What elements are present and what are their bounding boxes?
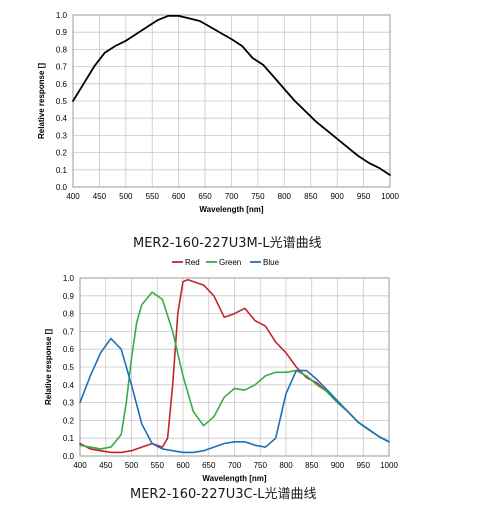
y-axis-label: Relative response []	[44, 329, 53, 405]
y-tick-label: 0.0	[63, 452, 75, 461]
y-tick-label: 0.1	[63, 434, 75, 443]
y-tick-label: 0.9	[56, 28, 68, 37]
x-tick-label: 600	[176, 461, 190, 470]
y-tick-label: 0.4	[56, 114, 68, 123]
y-tick-label: 0.7	[56, 63, 68, 72]
x-tick-label: 450	[99, 461, 113, 470]
series-line-green	[79, 291, 390, 450]
y-tick-label: 0.6	[56, 80, 68, 89]
x-tick-label: 550	[146, 192, 160, 201]
legend-label-blue: Blue	[263, 258, 280, 267]
x-tick-label: 400	[66, 192, 80, 201]
x-tick-label: 700	[228, 461, 242, 470]
y-axis-label: Relative response []	[37, 63, 46, 139]
y-tick-label: 1.0	[63, 274, 75, 283]
y-tick-label: 0.9	[63, 292, 75, 301]
x-tick-label: 400	[73, 461, 87, 470]
x-tick-label: 650	[198, 192, 212, 201]
x-tick-label: 900	[331, 461, 345, 470]
legend-label-red: Red	[185, 258, 200, 267]
x-tick-label: 950	[357, 461, 371, 470]
x-tick-label: 650	[202, 461, 216, 470]
series-line-blue	[79, 337, 390, 454]
x-tick-label: 1000	[380, 461, 398, 470]
mono-spectral-chart: 400 450 500 550 600 650 700 750 800 850 900 950 1000…	[37, 11, 399, 214]
x-tick-label: 750	[251, 192, 265, 201]
x-tick-label: 950	[357, 192, 371, 201]
y-tick-label: 0.5	[56, 97, 68, 106]
x-tick-label: 800	[279, 461, 293, 470]
y-tick-label: 0.8	[56, 45, 68, 54]
x-tick-label: 750	[254, 461, 268, 470]
x-axis-label: Wavelength [nm]	[202, 474, 266, 483]
y-tick-label: 0.6	[63, 345, 75, 354]
x-axis-label: Wavelength [nm]	[199, 205, 263, 214]
x-tick-label: 700	[225, 192, 239, 201]
x-tick-label: 1000	[381, 192, 399, 201]
series-line	[72, 14, 391, 176]
x-tick-label: 500	[119, 192, 133, 201]
y-tick-label: 1.0	[56, 11, 68, 20]
color-chart-caption: MER2-160-227U3C-L光谱曲线	[130, 487, 317, 502]
x-tick-label: 500	[125, 461, 139, 470]
x-tick-label: 600	[172, 192, 186, 201]
x-tick-label: 900	[330, 192, 344, 201]
y-tick-label: 0.1	[56, 166, 68, 175]
legend-label-green: Green	[219, 258, 241, 267]
x-tick-label: 550	[151, 461, 165, 470]
y-tick-label: 0.0	[56, 183, 68, 192]
y-tick-label: 0.3	[63, 399, 75, 408]
x-tick-label: 850	[304, 192, 318, 201]
plot-frame	[79, 277, 390, 457]
x-tick-label: 450	[93, 192, 107, 201]
y-tick-label: 0.7	[63, 327, 75, 336]
y-tick-label: 0.5	[63, 363, 75, 372]
y-tick-label: 0.2	[56, 149, 68, 158]
color-spectral-chart: 400 450 500 550 600 650 700 750 800 850 900 950 1000…	[44, 258, 398, 483]
y-tick-label: 0.8	[63, 310, 75, 319]
x-tick-label: 800	[278, 192, 292, 201]
y-tick-label: 0.4	[63, 381, 75, 390]
x-tick-label: 850	[305, 461, 319, 470]
mono-chart-caption: MER2-160-227U3M-L光谱曲线	[133, 236, 322, 251]
y-tick-label: 0.3	[56, 131, 68, 140]
y-tick-label: 0.2	[63, 416, 75, 425]
